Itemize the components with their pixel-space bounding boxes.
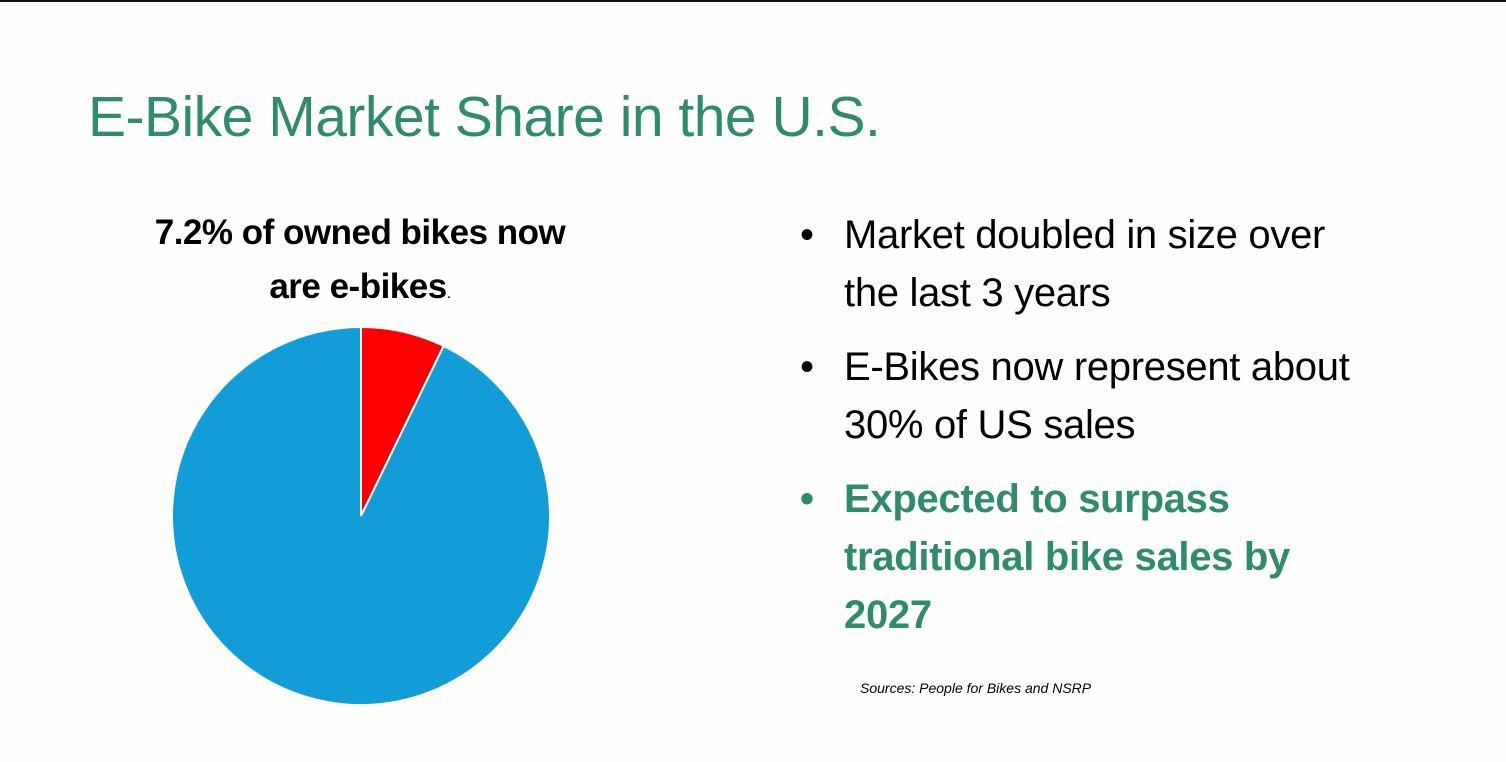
- chart-title-suffix: .: [446, 285, 451, 302]
- top-border: [0, 0, 1506, 2]
- bullet-item: • Market doubled in size over the last 3 …: [800, 206, 1360, 322]
- sources-note: Sources: People for Bikes and NSRP: [860, 680, 1092, 696]
- chart-title: 7.2% of owned bikes now are e-bikes.: [140, 206, 580, 321]
- bullet-icon: •: [800, 477, 814, 521]
- bullet-text: Market doubled in size over the last 3 y…: [844, 213, 1326, 315]
- bullet-list: • Market doubled in size over the last 3 …: [800, 206, 1360, 660]
- bullet-icon: •: [800, 213, 814, 257]
- bullet-text: Expected to surpass traditional bike sal…: [844, 477, 1290, 637]
- slide-title: E-Bike Market Share in the U.S.: [88, 85, 881, 149]
- bullet-text: E-Bikes now represent about 30% of US sa…: [844, 345, 1350, 447]
- bullet-item-highlight: • Expected to surpass traditional bike sa…: [800, 470, 1360, 644]
- bullet-icon: •: [800, 345, 814, 389]
- bullet-item: • E-Bikes now represent about 30% of US s…: [800, 338, 1360, 454]
- chart-title-text: 7.2% of owned bikes now are e-bikes: [154, 213, 566, 306]
- pie-slice-other: [171, 325, 551, 706]
